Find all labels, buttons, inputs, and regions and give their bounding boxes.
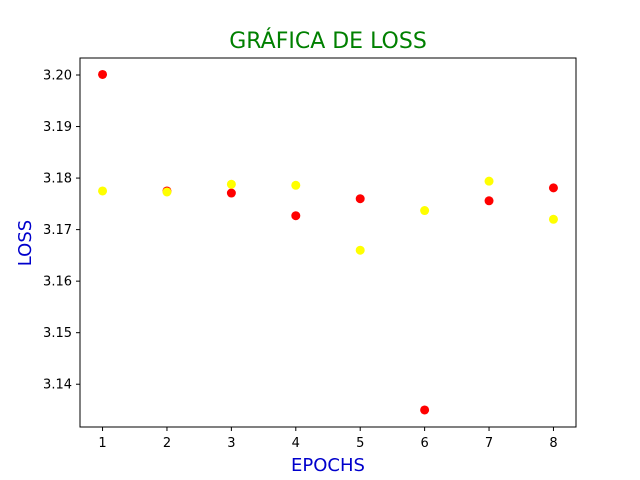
red-data-point (291, 211, 301, 221)
y-tick-label: 3.19 (43, 120, 72, 135)
y-tick-label: 3.15 (43, 326, 72, 341)
yellow-data-point (162, 187, 172, 197)
y-tick-label: 3.16 (43, 275, 72, 290)
y-tick-label: 3.17 (43, 223, 72, 238)
yellow-data-point (291, 180, 301, 190)
yellow-data-point (226, 179, 236, 189)
y-tick-label: 3.14 (43, 378, 72, 393)
x-axis-label: EPOCHS (291, 455, 365, 476)
y-axis: 3.14 3.15 3.16 3.17 3.18 3.19 3.20 (43, 69, 80, 393)
y-tick-label: 3.18 (43, 172, 72, 187)
y-axis-label: LOSS (15, 220, 36, 266)
x-axis: 1 2 3 4 5 6 7 8 (98, 427, 558, 451)
x-tick-label: 4 (292, 436, 300, 451)
red-data-point (98, 69, 108, 79)
red-data-point (420, 405, 430, 415)
x-tick-label: 8 (549, 436, 557, 451)
data-points (98, 69, 558, 415)
yellow-data-point (420, 206, 430, 216)
x-tick-label: 3 (227, 436, 235, 451)
plot-area (79, 57, 577, 428)
red-data-point (226, 188, 236, 198)
yellow-data-point (355, 245, 365, 255)
x-tick-label: 6 (420, 436, 428, 451)
x-tick-label: 2 (163, 436, 171, 451)
x-tick-label: 1 (98, 436, 106, 451)
y-tick-label: 3.20 (43, 69, 72, 84)
red-data-point (484, 196, 494, 206)
x-tick-label: 5 (356, 436, 364, 451)
chart-title: GRÁFICA DE LOSS (229, 28, 427, 54)
yellow-data-point (98, 186, 108, 196)
yellow-data-point (548, 214, 558, 224)
x-tick-label: 7 (485, 436, 493, 451)
yellow-data-point (484, 176, 494, 186)
red-data-point (548, 183, 558, 193)
red-data-point (355, 194, 365, 204)
